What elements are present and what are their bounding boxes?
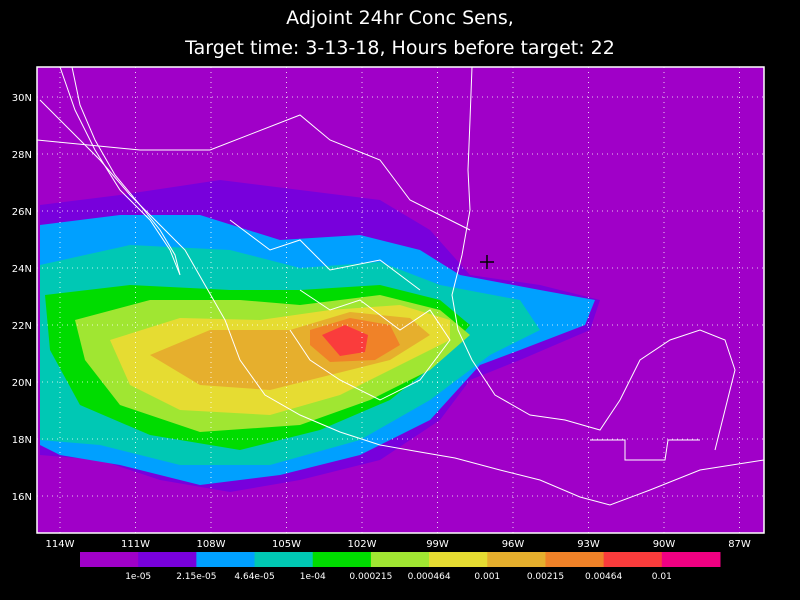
border [590,439,700,461]
colorbar-label: 1e-05 [125,572,151,582]
colorbar-label: 2.15e-05 [176,572,216,582]
contour-field [37,67,764,533]
title-line: Adjoint 24hr Conc Sens, [286,7,514,29]
colorbar-label: 0.00215 [527,572,564,582]
lat-label: 22N [12,321,32,332]
border [289,289,451,401]
lon-label: 93W [577,539,600,550]
colorbar-label: 1e-04 [300,572,326,582]
lat-label: 18N [12,435,32,446]
lat-label: 24N [12,264,32,275]
map-frame [36,66,765,534]
colorbar-label: 0.000464 [408,572,451,582]
colorbar-box [661,552,721,567]
colorbar-box [80,552,139,567]
axis-labels: 30N 28N 26N 24N 22N 20N 18N 16N 114W 111W 108W 105W… [12,93,751,550]
border [37,114,471,231]
coastline [451,67,736,451]
lat-label: 30N [12,93,32,104]
lon-label: 108W [197,539,226,550]
colorbar-label: 0.01 [652,572,672,582]
lon-label: 90W [653,539,676,550]
lon-label: 96W [502,539,525,550]
lat-label: 26N [12,207,32,218]
colorbar-label: 4.64e-05 [234,572,274,582]
lat-label: 20N [12,378,32,389]
lon-label: 111W [121,539,150,550]
colorbar-box [545,552,605,567]
lon-label: 114W [46,539,75,550]
colorbar-box [429,552,488,567]
contour-region [322,325,368,356]
lat-label: 16N [12,492,32,503]
colorbar-label: 0.000215 [349,572,392,582]
lat-label: 28N [12,150,32,161]
colorbar-box [312,552,372,567]
title-line: Target time: 3-13-18, Hours before targe… [184,37,615,59]
colorbar: 1e-05 2.15e-05 4.64e-05 1e-04 0.000215 0.0004… [80,552,721,582]
lon-label: 87W [728,539,751,550]
coastline [39,99,764,506]
colorbar-box [196,552,256,567]
lon-label: 105W [272,539,301,550]
colorbar-box [254,552,314,567]
colorbar-label: 0.00464 [585,572,622,582]
colorbar-box [487,552,546,567]
colorbar-label: 0.001 [474,572,500,582]
colorbar-box [138,552,197,567]
lon-label: 99W [426,539,449,550]
coastlines [37,67,764,506]
colorbar-box [603,552,663,567]
lon-label: 102W [348,539,377,550]
grid [37,67,764,533]
colorbar-box [370,552,430,567]
border [229,219,421,291]
target-marker [480,255,494,269]
